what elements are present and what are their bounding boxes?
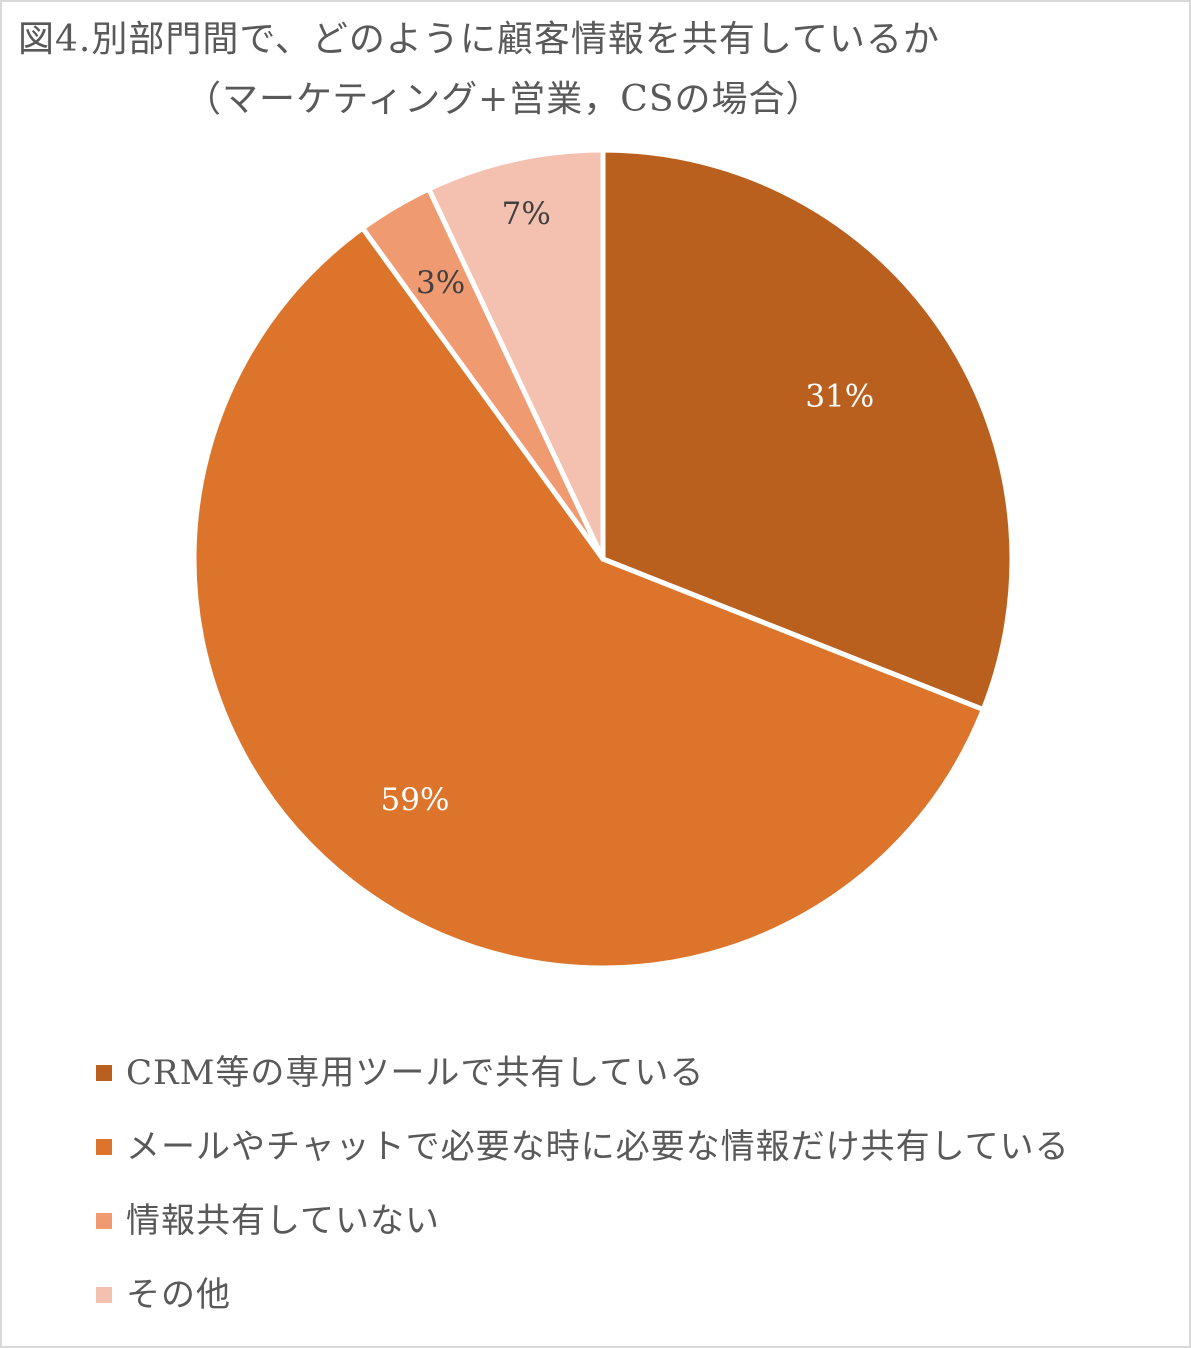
legend-item-crm: CRM等の専用ツールで共有している	[96, 1036, 1070, 1110]
legend-swatch-crm	[96, 1065, 112, 1081]
legend-label-crm: CRM等の専用ツールで共有している	[126, 1053, 705, 1093]
legend-item-no-sharing: 情報共有していない	[96, 1184, 1070, 1258]
legend-item-mail-chat: メールやチャットで必要な時に必要な情報だけ共有している	[96, 1110, 1070, 1184]
legend-label-mail-chat: メールやチャットで必要な時に必要な情報だけ共有している	[126, 1127, 1070, 1167]
legend-swatch-other	[96, 1287, 112, 1303]
legend-label-other: その他	[126, 1275, 231, 1315]
data-label-other: 7%	[502, 196, 551, 232]
data-label-mail-chat: 59%	[381, 782, 450, 818]
pie-slice-crm	[600, 147, 1015, 713]
chart-title-line2: （マーケティング+営業，CSの場合）	[185, 79, 823, 120]
pie-slice-mail-chat	[191, 225, 986, 971]
legend-item-other: その他	[96, 1258, 1070, 1332]
data-label-no-sharing: 3%	[416, 265, 465, 301]
pie-slice-other	[426, 147, 606, 562]
pie-chart: 31% 59% 3% 7%	[191, 147, 1015, 971]
chart-title-line1: 図4.別部門間で、どのように顧客情報を共有しているか	[18, 19, 940, 60]
legend-label-no-sharing: 情報共有していない	[126, 1201, 440, 1241]
legend-swatch-no-sharing	[96, 1213, 112, 1229]
chart-legend: CRM等の専用ツールで共有している メールやチャットで必要な時に必要な情報だけ共…	[96, 1036, 1070, 1332]
legend-swatch-mail-chat	[96, 1139, 112, 1155]
data-label-crm: 31%	[805, 379, 874, 415]
